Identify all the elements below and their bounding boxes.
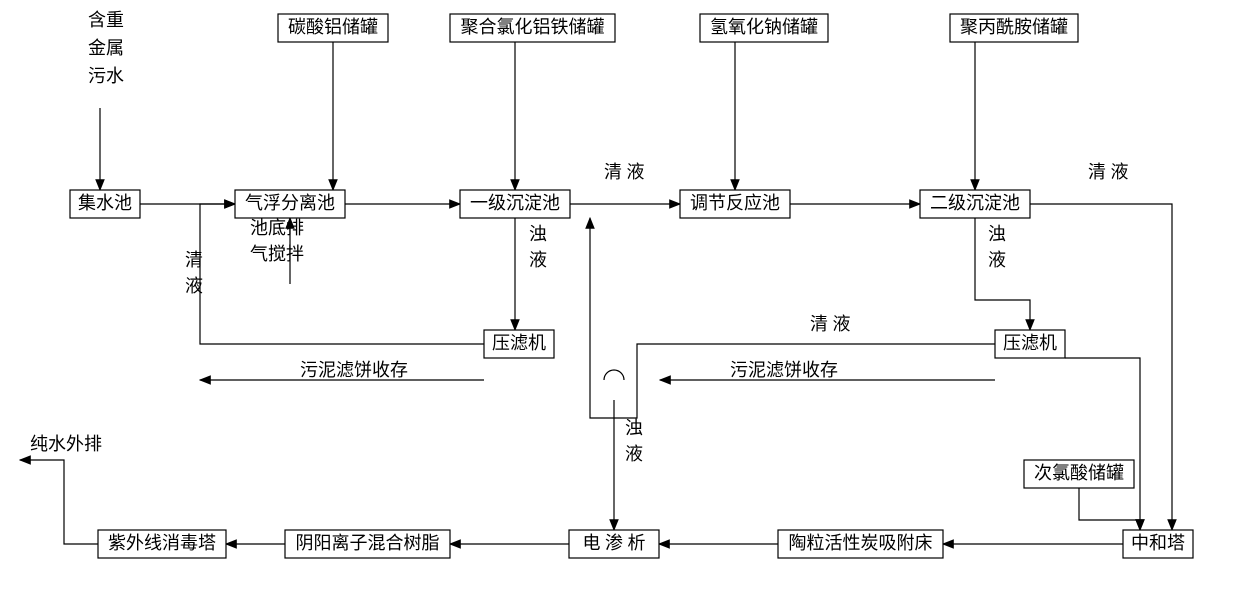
label-bottom_air: 气搅拌 [250,244,304,264]
label-clear_mid: 清 液 [810,314,851,334]
input-label: 污水 [88,66,124,86]
box-ion_resin: 阴阳离子混合树脂 [285,530,450,558]
label-sludge1: 污泥滤饼收存 [300,360,408,380]
box-tank_naoh: 氢氧化钠储罐 [700,14,828,42]
flow-arrow [590,218,995,418]
label-bottom_air: 池底排 [250,218,304,238]
box-label-tank_hclo: 次氯酸储罐 [1034,463,1124,483]
label-turbid2: 液 [988,250,1006,270]
box-sed2: 二级沉淀池 [920,190,1030,218]
box-press2: 压滤机 [995,330,1065,358]
label-turbid1: 浊 [529,224,547,244]
label-turbid3: 液 [625,444,643,464]
flow-arrow [200,204,484,344]
box-label-press2: 压滤机 [1003,333,1057,353]
box-label-ion_resin: 阴阳离子混合树脂 [296,533,440,553]
box-edialysis: 电 渗 析 [569,530,659,558]
input-label: 金属 [88,38,124,58]
box-tank_pac: 聚合氯化铝铁储罐 [450,14,615,42]
box-label-tank_pam: 聚丙酰胺储罐 [960,17,1068,37]
box-sump: 集水池 [70,190,140,218]
box-neutral: 中和塔 [1123,530,1193,558]
box-uv: 紫外线消毒塔 [98,530,226,558]
box-label-sump: 集水池 [78,193,132,213]
box-label-air_float: 气浮分离池 [245,193,335,213]
label-pure_out: 纯水外排 [30,434,102,454]
label-clear1: 清 [185,250,203,270]
box-tank_alco3: 碳酸铝储罐 [278,14,388,42]
label-clear1: 液 [185,276,203,296]
label-turbid3: 浊 [625,418,643,438]
box-ac_bed: 陶粒活性炭吸附床 [778,530,943,558]
flow-arrow [1079,488,1140,530]
box-label-sed2: 二级沉淀池 [930,193,1020,213]
box-sed1: 一级沉淀池 [460,190,570,218]
flow-arrow [20,460,98,544]
box-label-sed1: 一级沉淀池 [470,193,560,213]
box-label-edialysis: 电 渗 析 [583,533,646,553]
label-clear_top2: 清 液 [1088,162,1129,182]
box-label-press1: 压滤机 [492,333,546,353]
box-press1: 压滤机 [484,330,554,358]
label-sludge2: 污泥滤饼收存 [730,360,838,380]
box-air_float: 气浮分离池 [235,190,345,218]
label-turbid2: 浊 [988,224,1006,244]
box-label-adjust: 调节反应池 [690,193,780,213]
box-label-ac_bed: 陶粒活性炭吸附床 [789,533,933,553]
box-label-tank_alco3: 碳酸铝储罐 [288,17,378,37]
label-turbid1: 液 [529,250,547,270]
label-clear_top1: 清 液 [604,162,645,182]
box-tank_hclo: 次氯酸储罐 [1024,460,1134,488]
input-label: 含重 [88,10,124,30]
box-label-neutral: 中和塔 [1131,533,1185,553]
box-label-tank_pac: 聚合氯化铝铁储罐 [461,17,605,37]
box-label-uv: 紫外线消毒塔 [108,533,216,553]
box-label-tank_naoh: 氢氧化钠储罐 [710,17,818,37]
box-tank_pam: 聚丙酰胺储罐 [950,14,1078,42]
flow-arrow [1065,358,1140,530]
box-adjust: 调节反应池 [680,190,790,218]
